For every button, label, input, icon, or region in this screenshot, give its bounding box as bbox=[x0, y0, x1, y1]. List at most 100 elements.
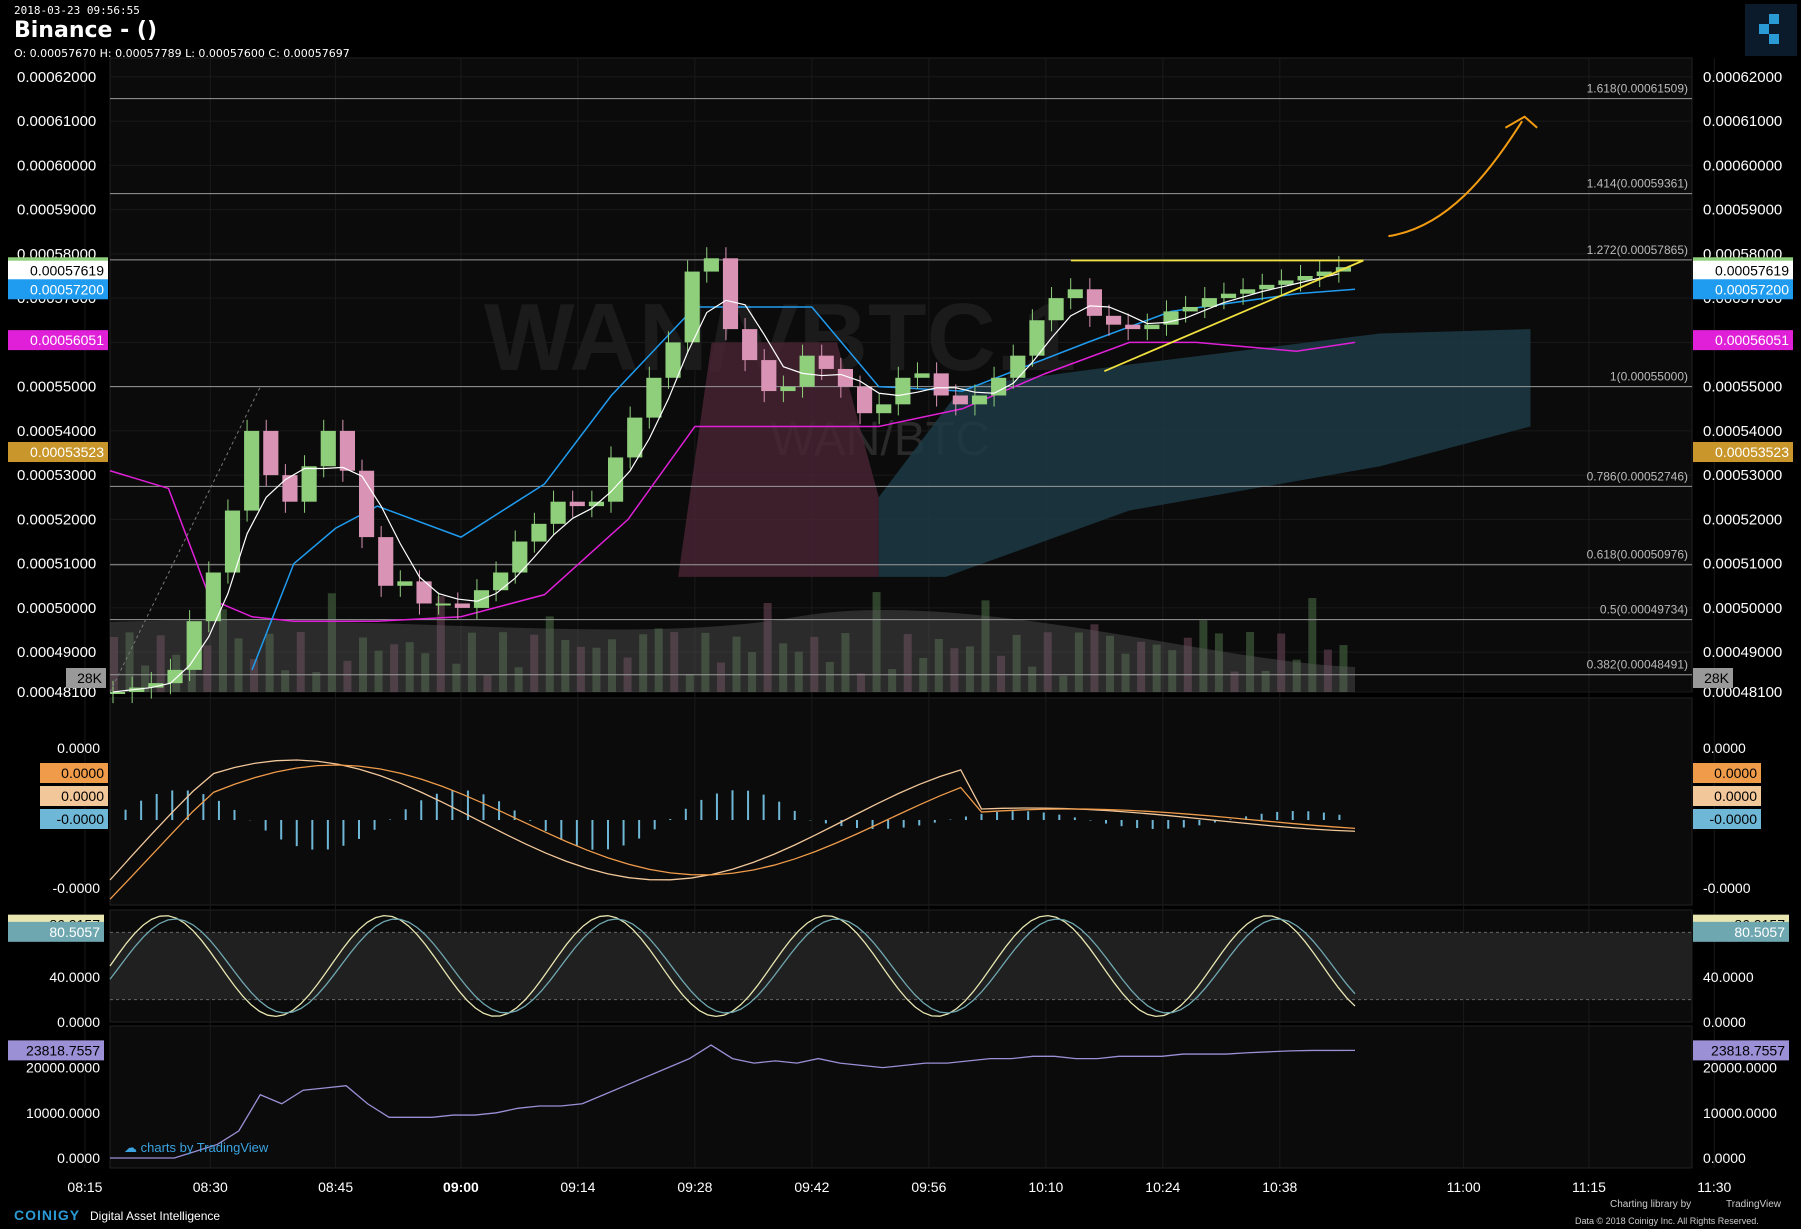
volume-bar bbox=[779, 643, 788, 692]
volume-bar bbox=[810, 636, 819, 692]
volume-bar bbox=[234, 638, 243, 692]
candle bbox=[1259, 284, 1275, 290]
y-tick-right: 0.00049000 bbox=[1703, 644, 1782, 661]
volume-bar bbox=[701, 632, 710, 692]
price-label-right: 0.00057200 bbox=[1715, 281, 1789, 297]
volume-bar bbox=[997, 655, 1006, 692]
y-tick-right: 0.00052000 bbox=[1703, 511, 1782, 528]
volume-bar bbox=[327, 593, 336, 692]
fib-label: 0.618(0.00050976) bbox=[1587, 548, 1688, 562]
stoch-label-right-bg bbox=[1693, 921, 1789, 942]
copyright: Data © 2018 Coinigy Inc. All Rights Rese… bbox=[1575, 1216, 1759, 1226]
exchange-title: Binance - () bbox=[14, 18, 157, 43]
obv-label-right-bg bbox=[1693, 1040, 1789, 1061]
volume-bar bbox=[390, 644, 399, 692]
volume-bar bbox=[794, 651, 803, 692]
tradingview-link[interactable]: ☁ charts by TradingView bbox=[124, 1140, 269, 1155]
volume-bar bbox=[857, 673, 865, 692]
candle bbox=[952, 395, 968, 405]
x-tick: 10:24 bbox=[1145, 1179, 1180, 1195]
y-tick-left: 0.00049000 bbox=[17, 644, 96, 661]
volume-bar bbox=[685, 673, 694, 692]
stoch-label-right: 80.5057 bbox=[1734, 924, 1785, 940]
coinigy-logo-text[interactable]: COINIGY bbox=[14, 1207, 81, 1223]
obv-label-left: 23818.7557 bbox=[26, 1042, 100, 1058]
candle bbox=[742, 329, 758, 361]
candle bbox=[205, 572, 221, 622]
candle bbox=[684, 271, 700, 343]
forecast-arrow bbox=[1388, 120, 1523, 238]
stoch-band bbox=[110, 932, 1692, 1000]
candle bbox=[531, 523, 547, 542]
pane-3 bbox=[109, 1025, 1693, 1169]
volume-label-right-bg bbox=[1693, 668, 1733, 688]
x-tick: 09:28 bbox=[677, 1179, 712, 1195]
volume-bar bbox=[421, 653, 430, 692]
volume-bar bbox=[934, 638, 943, 692]
tagline: Digital Asset Intelligence bbox=[90, 1209, 221, 1223]
candle bbox=[167, 669, 183, 684]
candle bbox=[1125, 324, 1141, 330]
price-label-right: 0.00056051 bbox=[1715, 332, 1789, 348]
forecast-arrowhead bbox=[1504, 115, 1538, 129]
candle bbox=[1220, 293, 1237, 299]
ichimoku-cloud-bear bbox=[678, 342, 879, 577]
y-tick-left: 0.00055000 bbox=[17, 379, 96, 396]
volume-bar bbox=[296, 632, 305, 692]
fib-label: 1.618(0.00061509) bbox=[1587, 82, 1688, 96]
candle bbox=[761, 360, 777, 392]
candle bbox=[722, 258, 739, 330]
price-label-left-bg bbox=[8, 260, 108, 281]
volume-bar bbox=[670, 632, 679, 692]
volume-bar bbox=[888, 669, 897, 692]
y-tick-right: 0.00048100 bbox=[1703, 684, 1782, 701]
magenta-line bbox=[109, 341, 1356, 622]
volume-bar bbox=[452, 663, 461, 692]
candle bbox=[1201, 298, 1217, 307]
candle bbox=[1144, 324, 1160, 330]
price-label-right-bg bbox=[1693, 442, 1793, 463]
candle bbox=[818, 355, 834, 369]
volume-bar bbox=[1308, 598, 1317, 692]
obv-tick-right: 20000.0000 bbox=[1703, 1060, 1777, 1076]
volume-bar bbox=[576, 646, 585, 692]
candle bbox=[914, 373, 930, 378]
volume-bar bbox=[218, 609, 227, 692]
candle bbox=[416, 581, 432, 604]
y-tick-right: 0.00051000 bbox=[1703, 556, 1782, 573]
y-tick-left: 0.00054000 bbox=[17, 423, 96, 440]
candle bbox=[1316, 271, 1332, 276]
volume-bar bbox=[903, 634, 912, 692]
y-tick-right: 0.00062000 bbox=[1703, 69, 1782, 86]
stoch-tick-right: 0.0000 bbox=[1703, 1014, 1746, 1030]
volume-bar bbox=[1339, 645, 1348, 692]
candle bbox=[933, 373, 949, 396]
coinigy-app-icon[interactable] bbox=[1745, 4, 1797, 56]
price-label-left: 0.00056051 bbox=[30, 332, 104, 348]
macd-label-right: -0.0000 bbox=[1710, 811, 1758, 827]
candle bbox=[1106, 315, 1122, 325]
y-tick-left: 0.00053000 bbox=[17, 467, 96, 484]
stoch-label-left: 80.5057 bbox=[49, 924, 100, 940]
stoch-tick: 40.0000 bbox=[49, 969, 100, 985]
y-tick-left: 0.00050000 bbox=[17, 600, 96, 617]
candle bbox=[301, 466, 317, 502]
obv-tick: 10000.0000 bbox=[26, 1105, 100, 1121]
macd-signal bbox=[109, 764, 1356, 900]
price-label-left-bg bbox=[8, 279, 108, 300]
volume-bar bbox=[1090, 624, 1099, 692]
tradingview-credit[interactable]: TradingView bbox=[1726, 1199, 1782, 1210]
volume-bar bbox=[841, 632, 850, 692]
candle bbox=[339, 430, 355, 471]
volume-label-left: 28K bbox=[77, 670, 103, 686]
stoch-tick-right: 40.0000 bbox=[1703, 969, 1754, 985]
volume-label-right: 28K bbox=[1704, 670, 1730, 686]
y-tick-right: 0.00061000 bbox=[1703, 113, 1782, 130]
volume-ma-area bbox=[110, 609, 1355, 692]
obv-tick: 0.0000 bbox=[57, 1150, 100, 1166]
fib-label: 0.382(0.00048491) bbox=[1587, 658, 1688, 672]
candle bbox=[876, 404, 892, 414]
y-tick-right: 0.00059000 bbox=[1703, 202, 1782, 219]
volume-bar bbox=[343, 660, 352, 692]
